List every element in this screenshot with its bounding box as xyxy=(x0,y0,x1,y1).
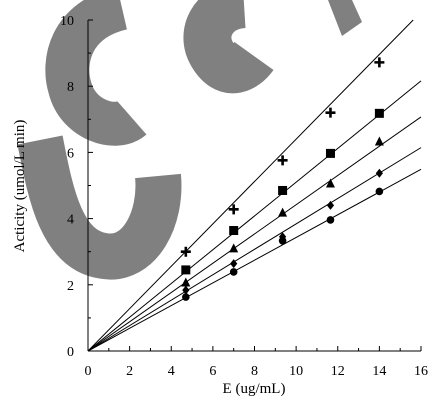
data-point-circle xyxy=(182,293,190,301)
data-point-plus xyxy=(180,246,191,257)
x-tick-label: 2 xyxy=(126,364,133,379)
x-tick-label: 8 xyxy=(251,364,258,379)
data-point-square xyxy=(229,226,239,236)
data-point-diamond xyxy=(326,200,335,210)
x-tick-label: 0 xyxy=(85,364,92,379)
data-point-diamond xyxy=(230,259,238,269)
fit-lines xyxy=(87,19,422,352)
watermark-stroke xyxy=(328,0,362,36)
y-tick-label: 8 xyxy=(67,80,74,95)
data-point-triangle xyxy=(181,277,191,287)
data-markers xyxy=(180,57,385,301)
data-point-triangle xyxy=(278,207,288,217)
y-tick-label: 6 xyxy=(67,146,74,161)
data-point-triangle xyxy=(325,178,335,188)
data-point-diamond xyxy=(182,285,190,295)
fit-line-square xyxy=(87,80,422,352)
x-tick-label: 10 xyxy=(289,364,303,379)
data-point-circle xyxy=(375,187,384,196)
data-point-square xyxy=(374,108,384,118)
x-tick-label: 4 xyxy=(168,364,175,379)
data-point-plus xyxy=(228,204,239,215)
x-tick-label: 14 xyxy=(372,364,386,379)
x-tick-label: 6 xyxy=(209,364,216,379)
fit-line-triangle xyxy=(87,116,422,352)
y-axis-label: Acticity (umol/L min) xyxy=(12,120,28,253)
watermark-stroke xyxy=(183,0,274,94)
data-point-circle xyxy=(326,216,335,224)
fit-line-circle xyxy=(87,168,422,352)
data-point-triangle xyxy=(229,243,239,253)
axes: 0 2 4 6 8 10 12 14 16 0 2 4 6 8 10 xyxy=(60,14,428,379)
fit-line-plus xyxy=(87,19,414,352)
data-point-plus xyxy=(277,155,288,166)
y-tick-label: 2 xyxy=(67,279,74,294)
data-point-square xyxy=(325,148,335,158)
data-point-circle xyxy=(278,236,287,245)
data-point-triangle xyxy=(374,136,384,146)
y-tick-label: 0 xyxy=(67,345,74,360)
data-point-square xyxy=(278,185,288,195)
watermark-stroke xyxy=(17,135,182,280)
y-tick-label: 10 xyxy=(60,14,74,29)
data-point-diamond xyxy=(375,168,383,178)
data-point-square xyxy=(181,265,191,275)
data-point-circle xyxy=(229,268,238,276)
data-point-plus xyxy=(374,57,385,68)
watermark-stroke xyxy=(45,0,147,146)
data-point-plus xyxy=(325,107,336,118)
x-tick-label: 16 xyxy=(414,364,428,379)
axis-labels: E (ug/mL) Acticity (umol/L min) xyxy=(12,120,285,397)
fit-line-diamond xyxy=(87,147,422,352)
x-tick-label: 12 xyxy=(331,364,345,379)
y-tick-label: 4 xyxy=(67,213,74,228)
x-axis-label: E (ug/mL) xyxy=(223,381,286,397)
